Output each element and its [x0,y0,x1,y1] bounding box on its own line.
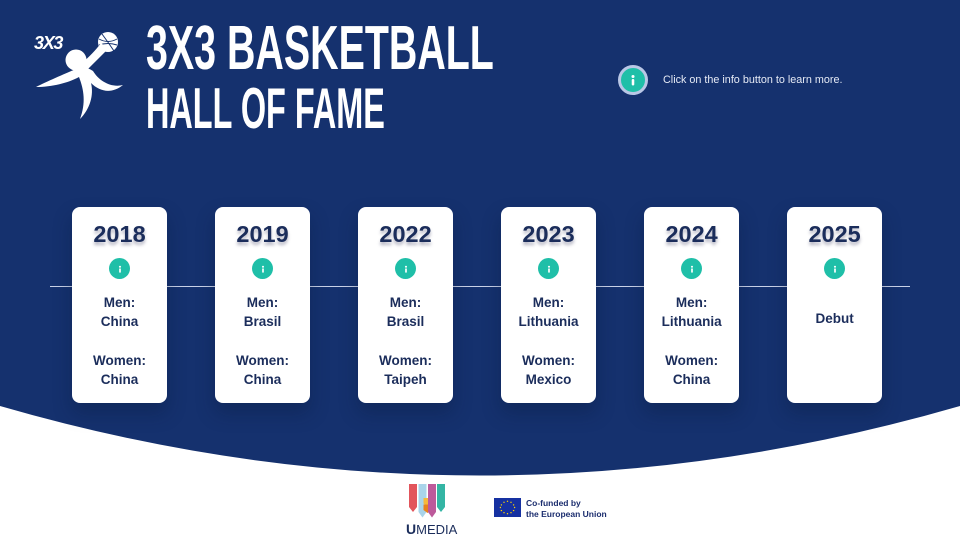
svg-text:3X3: 3X3 [34,33,63,53]
svg-text:UMEDIA: UMEDIA [406,521,458,537]
